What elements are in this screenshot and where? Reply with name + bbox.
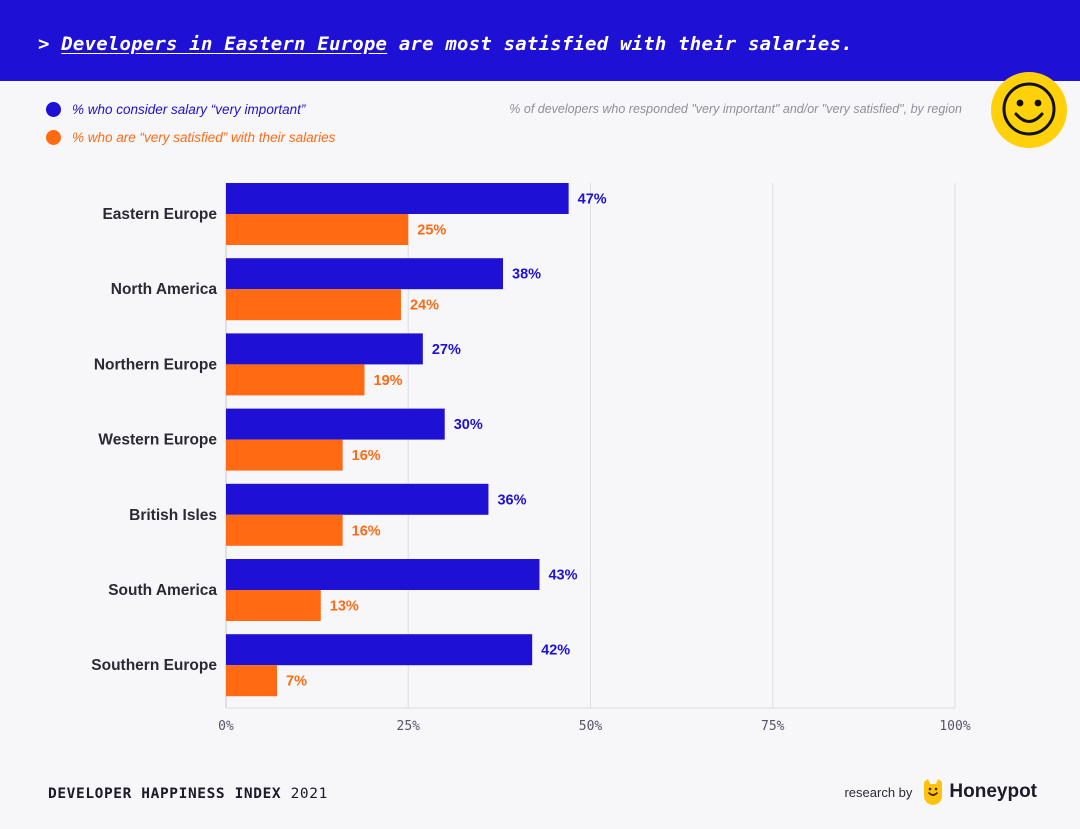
bar-importance	[226, 634, 533, 666]
legend-item-satisfaction: % who are “very satisfied” with their sa…	[46, 129, 335, 145]
header-bar: > Developers in Eastern Europe are most …	[0, 0, 1080, 81]
category-label: Southern Europe	[91, 657, 217, 674]
data-label: 16%	[352, 448, 381, 464]
bar-importance	[226, 408, 445, 440]
legend-swatch-satisfaction	[46, 129, 61, 145]
headline-prefix: >	[38, 33, 62, 55]
data-label: 36%	[497, 492, 526, 508]
headline: > Developers in Eastern Europe are most …	[38, 33, 853, 55]
bar-satisfaction	[226, 364, 365, 396]
data-label: 42%	[541, 643, 570, 659]
bar-satisfaction	[226, 590, 321, 621]
data-label: 24%	[410, 298, 439, 314]
x-tick-label: 75%	[761, 719, 785, 734]
headline-link[interactable]: Developers in Eastern Europe	[61, 33, 388, 55]
data-label: 27%	[432, 342, 461, 358]
legend-swatch-importance	[46, 101, 61, 117]
headline-rest: are most satisfied with their salaries.	[387, 33, 853, 55]
honeypot-bear-icon	[924, 779, 943, 805]
data-label: 19%	[374, 373, 403, 389]
category-label: Eastern Europe	[102, 206, 217, 223]
data-label: 47%	[578, 192, 607, 208]
smiley-face-icon	[991, 72, 1067, 148]
data-label: 13%	[330, 599, 359, 615]
bar-importance	[226, 483, 489, 515]
data-label: 43%	[548, 568, 577, 584]
category-label: South America	[108, 582, 217, 599]
data-label: 16%	[352, 523, 381, 539]
data-label: 38%	[512, 267, 541, 283]
chart-legend: % who consider salary “very important” %…	[46, 101, 335, 157]
research-by-label: research by	[844, 784, 913, 800]
category-label: Western Europe	[98, 432, 217, 449]
data-label: 7%	[286, 674, 307, 690]
legend-label-importance: % who consider salary “very important”	[72, 101, 306, 117]
data-label: 30%	[454, 417, 483, 433]
bar-importance	[226, 559, 540, 590]
x-tick-label: 100%	[939, 719, 970, 734]
category-label: British Isles	[129, 507, 217, 524]
category-label: Northern Europe	[94, 356, 218, 373]
legend-label-satisfaction: % who are “very satisfied” with their sa…	[72, 129, 336, 145]
x-tick-label: 0%	[218, 719, 234, 734]
bar-importance	[226, 333, 423, 365]
footer-credit: research by Honeypot	[844, 778, 1037, 806]
brand-name[interactable]: Honeypot	[949, 781, 1037, 802]
footer-year: 2021	[290, 786, 328, 802]
footer-title: DEVELOPER HAPPINESS INDEX 2021	[48, 786, 328, 802]
bar-importance	[226, 258, 504, 290]
bar-satisfaction	[226, 665, 278, 697]
legend-item-importance: % who consider salary “very important”	[46, 101, 335, 117]
bar-satisfaction	[226, 214, 409, 245]
x-tick-label: 50%	[579, 719, 603, 734]
x-tick-label: 25%	[397, 719, 421, 734]
bar-satisfaction	[226, 439, 343, 471]
data-label: 25%	[417, 223, 446, 239]
footer-title-text: DEVELOPER HAPPINESS INDEX	[48, 786, 282, 802]
bar-satisfaction	[226, 514, 343, 546]
bar-importance	[226, 183, 569, 214]
bar-satisfaction	[226, 289, 401, 321]
chart-note: % of developers who responded "very impo…	[509, 102, 962, 116]
category-label: North America	[111, 281, 218, 298]
